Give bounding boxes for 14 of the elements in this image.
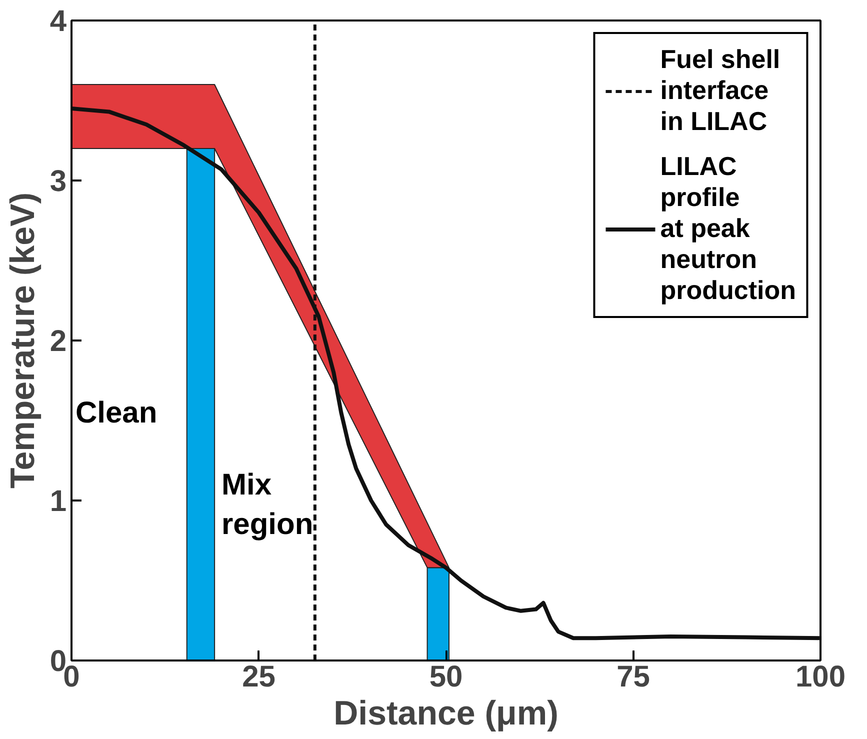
y-tick-label: 4 [50,5,67,38]
x-tick-label: 50 [429,660,463,694]
y-tick-label: 1 [50,485,67,518]
annotation: Mix region [222,468,314,542]
legend-label: Fuel shell interface in LILAC [660,44,780,137]
x-tick-label: 25 [242,660,276,694]
x-axis-title: Distance (μm) [334,694,558,732]
y-tick-label: 2 [50,325,67,358]
y-tick-label: 3 [50,165,67,198]
x-tick-label: 75 [616,660,650,694]
legend-label: LILAC profile at peak neutron production [660,151,796,306]
y-axis-title: Temperature (keV) [4,192,42,489]
annotation: Clean [76,396,158,430]
x-tick-label: 100 [795,660,846,694]
